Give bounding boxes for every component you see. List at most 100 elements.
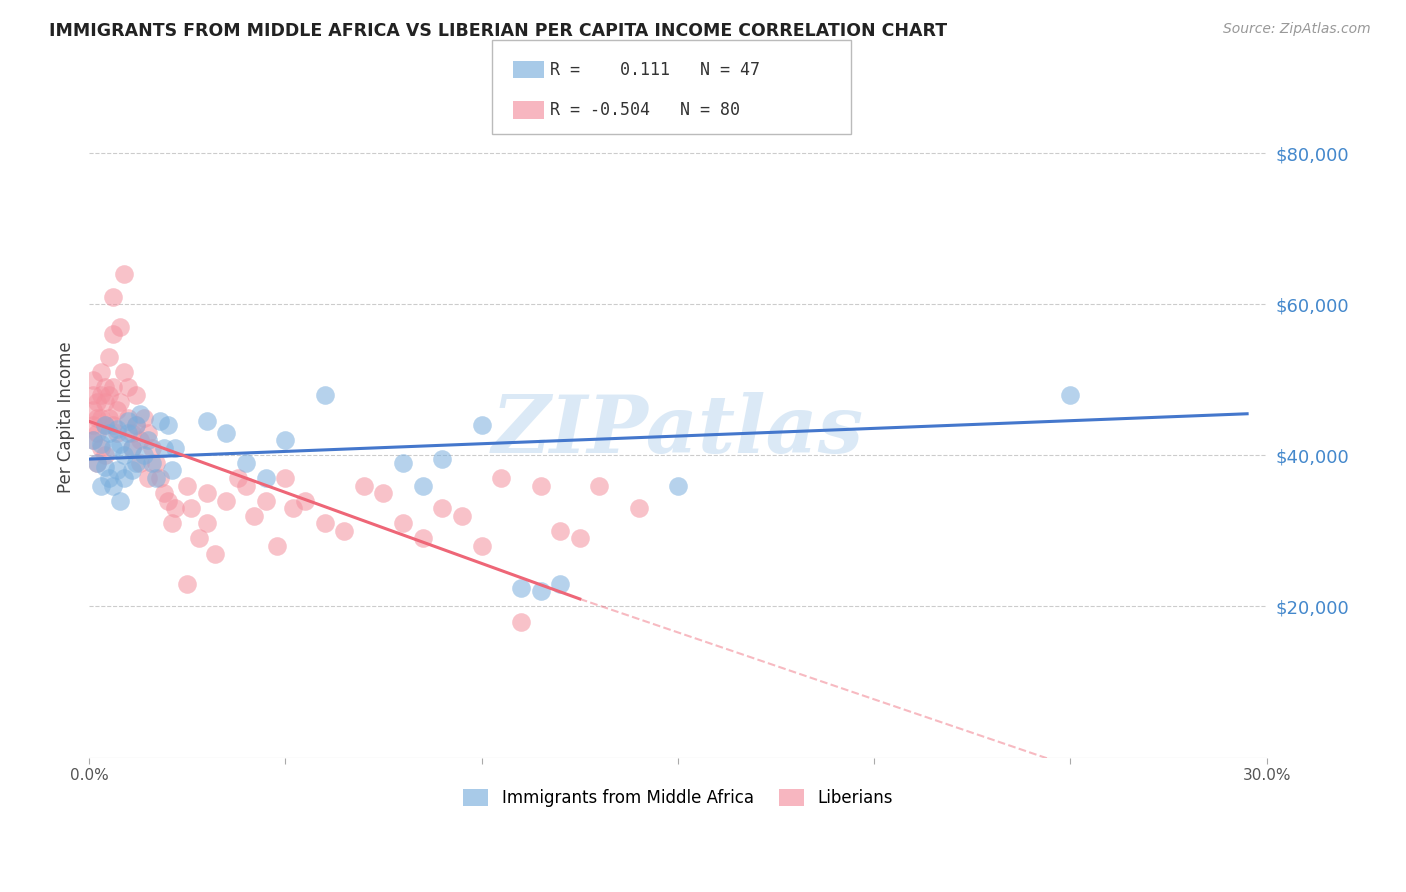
Point <box>588 478 610 492</box>
Point <box>353 478 375 492</box>
Point <box>333 524 356 538</box>
Point <box>105 422 128 436</box>
Point <box>82 403 104 417</box>
Point <box>136 471 159 485</box>
Point <box>110 395 132 409</box>
Point <box>529 584 551 599</box>
Point <box>412 532 434 546</box>
Point <box>110 319 132 334</box>
Point <box>94 459 117 474</box>
Point <box>82 373 104 387</box>
Point <box>412 478 434 492</box>
Point <box>90 437 112 451</box>
Point <box>117 425 139 440</box>
Point <box>294 493 316 508</box>
Point <box>165 501 187 516</box>
Point <box>132 410 155 425</box>
Point <box>160 516 183 531</box>
Point <box>121 425 143 440</box>
Point <box>235 456 257 470</box>
Point <box>392 456 415 470</box>
Point <box>132 448 155 462</box>
Point <box>283 501 305 516</box>
Point <box>129 434 152 448</box>
Point <box>112 267 135 281</box>
Point <box>392 516 415 531</box>
Point <box>145 471 167 485</box>
Point <box>97 388 120 402</box>
Point <box>149 471 172 485</box>
Point <box>94 380 117 394</box>
Point <box>152 441 174 455</box>
Point <box>82 434 104 448</box>
Point <box>243 508 266 523</box>
Point <box>125 456 148 470</box>
Point <box>117 380 139 394</box>
Point <box>94 448 117 462</box>
Point <box>121 441 143 455</box>
Point <box>149 414 172 428</box>
Point <box>90 365 112 379</box>
Point <box>86 425 108 440</box>
Point <box>94 418 117 433</box>
Point <box>112 448 135 462</box>
Text: R =    0.111   N = 47: R = 0.111 N = 47 <box>550 61 759 78</box>
Text: IMMIGRANTS FROM MIDDLE AFRICA VS LIBERIAN PER CAPITA INCOME CORRELATION CHART: IMMIGRANTS FROM MIDDLE AFRICA VS LIBERIA… <box>49 22 948 40</box>
Point <box>491 471 513 485</box>
Point <box>105 463 128 477</box>
Point <box>86 410 108 425</box>
Point <box>274 434 297 448</box>
Point <box>1059 388 1081 402</box>
Point <box>548 576 571 591</box>
Text: R = -0.504   N = 80: R = -0.504 N = 80 <box>550 102 740 120</box>
Point <box>373 486 395 500</box>
Point <box>112 471 135 485</box>
Point <box>129 456 152 470</box>
Point <box>101 290 124 304</box>
Point <box>90 410 112 425</box>
Point <box>110 437 132 451</box>
Point <box>141 441 163 455</box>
Point <box>471 418 494 433</box>
Point <box>97 350 120 364</box>
Point <box>136 425 159 440</box>
Point <box>529 478 551 492</box>
Point <box>627 501 650 516</box>
Point <box>274 471 297 485</box>
Point <box>125 418 148 433</box>
Point <box>266 539 288 553</box>
Point <box>110 493 132 508</box>
Point <box>314 388 336 402</box>
Point <box>156 493 179 508</box>
Point <box>101 478 124 492</box>
Point <box>105 425 128 440</box>
Point <box>432 501 454 516</box>
Point <box>215 425 238 440</box>
Point <box>176 478 198 492</box>
Point <box>101 327 124 342</box>
Point <box>176 576 198 591</box>
Y-axis label: Per Capita Income: Per Capita Income <box>58 342 75 493</box>
Point <box>101 380 124 394</box>
Point <box>195 414 218 428</box>
Point <box>101 441 124 455</box>
Point <box>94 418 117 433</box>
Point <box>548 524 571 538</box>
Point <box>90 478 112 492</box>
Point <box>195 516 218 531</box>
Point <box>125 418 148 433</box>
Point <box>125 388 148 402</box>
Point <box>432 452 454 467</box>
Point <box>568 532 591 546</box>
Point <box>129 407 152 421</box>
Point <box>117 414 139 428</box>
Point <box>90 441 112 455</box>
Point <box>136 434 159 448</box>
Point <box>86 395 108 409</box>
Point <box>226 471 249 485</box>
Point <box>156 418 179 433</box>
Point <box>471 539 494 553</box>
Point <box>215 493 238 508</box>
Text: Source: ZipAtlas.com: Source: ZipAtlas.com <box>1223 22 1371 37</box>
Point <box>112 365 135 379</box>
